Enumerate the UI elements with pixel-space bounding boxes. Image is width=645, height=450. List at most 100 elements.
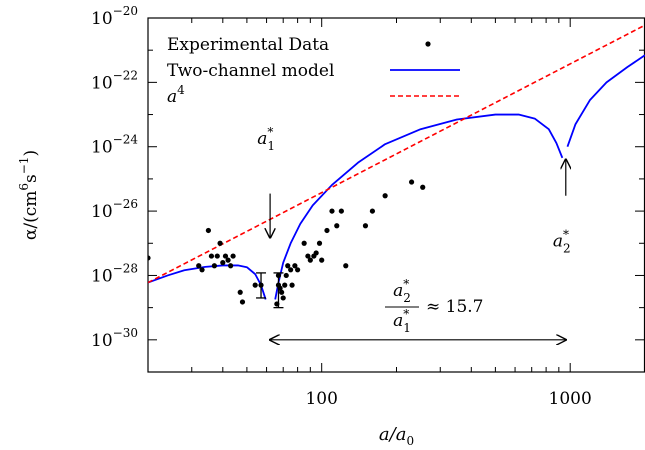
y-axis-title-main: α/(cm [21, 191, 41, 240]
legend-label-exponent: 4 [177, 83, 185, 97]
anno-sub: 2 [563, 241, 571, 255]
y-tick-exponent: −20 [113, 4, 138, 18]
data-point [301, 240, 307, 246]
data-point [280, 295, 286, 301]
data-point [196, 263, 202, 269]
data-point [338, 208, 344, 214]
y-axis-title-exp2: −1 [17, 157, 31, 175]
legend-label: Two-channel model [167, 61, 334, 81]
y-tick-base: 10 [91, 138, 113, 158]
data-point [382, 193, 388, 199]
data-point [334, 223, 340, 229]
ratio-num-sub: 2 [403, 291, 411, 305]
data-point [420, 184, 426, 190]
anno-sup: * [267, 125, 273, 139]
data-point [220, 260, 226, 266]
annotation-a2: a* 2 [553, 160, 571, 255]
y-tick-label: 10−30 [91, 326, 138, 351]
y-tick-base: 10 [91, 9, 113, 29]
data-point [305, 253, 311, 259]
x-tick-label: 1000 [549, 389, 592, 409]
data-point [362, 223, 369, 229]
a4-dashed-line [148, 24, 645, 284]
data-point [205, 227, 211, 234]
ratio-num-base: a [393, 281, 403, 301]
data-point [214, 253, 220, 259]
x-axis-title: a/a0 [379, 424, 414, 448]
anno-base: a [257, 129, 267, 149]
data-point [228, 263, 234, 269]
y-tick-base: 10 [91, 73, 113, 93]
y-axis-title-exp1: 6 [17, 183, 31, 191]
data-point [199, 267, 205, 273]
data-point [282, 282, 288, 288]
annotations: a* 1a* 2a* 2a* 1≈ 15.7 [257, 125, 570, 340]
data-point [283, 272, 289, 279]
data-point [343, 263, 349, 269]
two-channel-curve-segment [566, 54, 645, 148]
data-point [230, 253, 236, 259]
a1-label: a* 1 [257, 125, 275, 153]
data-point [239, 299, 246, 305]
data-point [288, 267, 294, 273]
y-axis-title: α/(cm6s−1) [17, 150, 41, 240]
y-axis-title-mid: s [21, 174, 41, 183]
legend-label: Experimental Data [167, 35, 329, 55]
ratio-den-sup: * [403, 307, 409, 321]
error-bar [273, 272, 284, 309]
y-tick-label: 10−24 [91, 133, 138, 158]
data-point [208, 253, 215, 259]
data-point [275, 282, 282, 288]
data-point [217, 240, 223, 246]
y-tick-label: 10−26 [91, 197, 138, 222]
y-tick-base: 10 [91, 266, 113, 286]
legend-label: a4 [167, 83, 185, 107]
y-tick-exponent: −30 [113, 326, 138, 340]
x-tick-label: 100 [305, 389, 337, 409]
data-point [319, 257, 325, 263]
data-point [237, 289, 243, 295]
y-tick-label: 10−22 [91, 68, 138, 93]
ratio-numerator: a* 2 [393, 277, 411, 305]
y-tick-label: 10−28 [91, 261, 138, 286]
data-point [289, 282, 295, 288]
legend-label-base: a [167, 87, 177, 107]
data-point [408, 179, 415, 185]
anno-base: a [553, 231, 563, 251]
ratio-denominator: a* 1 [393, 307, 411, 335]
data-point [252, 282, 258, 288]
data-point [279, 289, 285, 295]
data-point [285, 263, 291, 269]
x-axis-title-main: a/a [379, 424, 407, 445]
y-tick-exponent: −28 [113, 261, 138, 275]
data-point [225, 257, 231, 263]
legend-symbol-dot [425, 41, 431, 47]
anno-sub: 1 [267, 139, 275, 153]
data-point [329, 208, 335, 214]
ratio-num-sup: * [403, 277, 409, 291]
data-point [369, 208, 376, 214]
y-tick-exponent: −26 [113, 197, 138, 211]
ratio-den-sub: 1 [403, 321, 411, 335]
anno-sup: * [563, 227, 569, 241]
y-tick-label: 10−20 [91, 4, 138, 29]
axis-titles: a/a0 α/(cm6s−1) [17, 150, 414, 448]
data-point [313, 250, 319, 256]
error-bar [256, 272, 267, 299]
ratio-value: ≈ 15.7 [426, 297, 484, 317]
data-point [222, 253, 229, 259]
data-layer [148, 24, 645, 309]
a2-label: a* 2 [553, 227, 571, 255]
data-point [258, 282, 264, 288]
data-point [295, 267, 301, 273]
data-point [148, 255, 151, 261]
data-point [307, 257, 313, 263]
y-tick-base: 10 [91, 331, 113, 351]
y-tick-base: 10 [91, 202, 113, 222]
y-tick-exponent: −24 [113, 133, 139, 147]
two-channel-curve-segment [274, 113, 564, 300]
y-tick-exponent: −22 [113, 68, 138, 82]
